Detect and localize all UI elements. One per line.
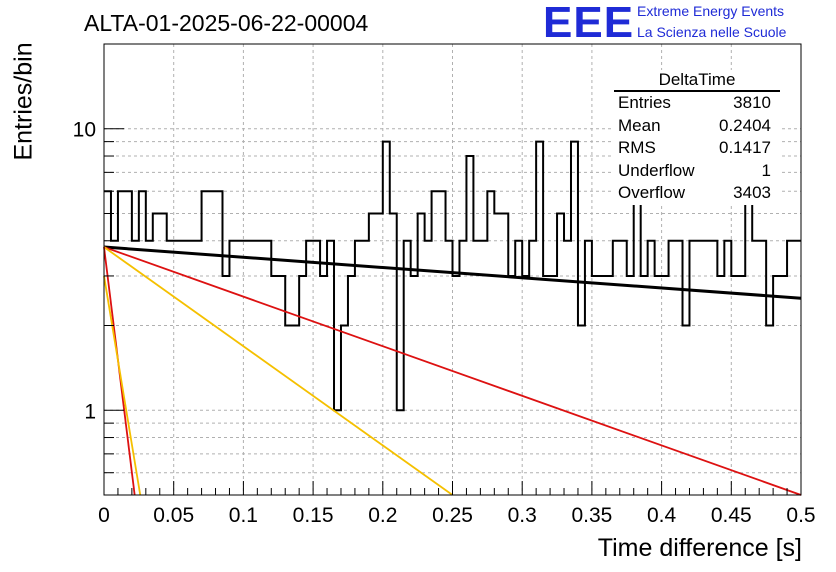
tick-layer: 0 0.05 0.1 0.15 0.2 0.25 0.3 0.35 0.4 0.45 0.5 1 10 <box>73 119 816 527</box>
stats-row-underflow: Underflow 1 <box>614 160 780 183</box>
brand-line-2: La Scienza nelle Scuole <box>637 24 787 40</box>
x-tick-label: 0.25 <box>432 504 473 527</box>
y-axis-label: Entries/bin <box>9 42 38 161</box>
fit-curve <box>103 246 454 496</box>
y-tick-label: 10 <box>73 119 96 142</box>
stats-label: Overflow <box>618 183 686 202</box>
stats-label: Underflow <box>618 160 695 180</box>
fit-curve <box>103 275 142 496</box>
brand-line-1: Extreme Energy Events <box>637 3 785 19</box>
stats-row-overflow: Overflow 3403 <box>614 182 780 205</box>
x-tick-label: 0.35 <box>571 504 612 527</box>
fit-curve <box>103 245 802 300</box>
x-tick-label: 0.05 <box>153 504 194 527</box>
stats-value: 0.2404 <box>719 115 771 135</box>
x-axis-label: Time difference [s] <box>597 534 802 562</box>
fit-curves-layer <box>103 245 802 496</box>
x-tick-label: 0.2 <box>368 504 397 527</box>
stats-value: 1 <box>761 160 771 180</box>
stats-value: 3403 <box>733 183 771 202</box>
x-tick-label: 0 <box>98 504 110 527</box>
stats-value: 0.1417 <box>719 138 771 157</box>
stats-row-rms: RMS 0.1417 <box>614 137 780 160</box>
y-tick-label: 1 <box>84 400 96 423</box>
x-tick-label: 0.15 <box>293 504 334 527</box>
fit-curve <box>103 246 802 496</box>
stats-title: DeltaTime <box>614 70 780 92</box>
page-title: ALTA-01-2025-06-22-00004 <box>84 10 369 36</box>
x-tick-label: 0.4 <box>647 504 677 527</box>
eee-logo: EEE <box>543 0 635 47</box>
stats-label: Entries <box>618 93 671 112</box>
stats-label: Mean <box>618 115 661 135</box>
stats-box: DeltaTime Entries 3810 Mean 0.2404 RMS 0… <box>614 70 780 205</box>
x-tick-label: 0.5 <box>786 504 815 527</box>
stats-row-entries: Entries 3810 <box>614 92 780 115</box>
stats-row-mean: Mean 0.2404 <box>614 115 780 138</box>
histogram-outline <box>104 140 801 412</box>
histogram-layer <box>104 140 801 412</box>
stats-label: RMS <box>618 138 656 157</box>
x-tick-label: 0.3 <box>508 504 537 527</box>
x-tick-label: 0.1 <box>229 504 258 527</box>
stats-value: 3810 <box>733 93 771 112</box>
x-tick-label: 0.45 <box>711 504 752 527</box>
